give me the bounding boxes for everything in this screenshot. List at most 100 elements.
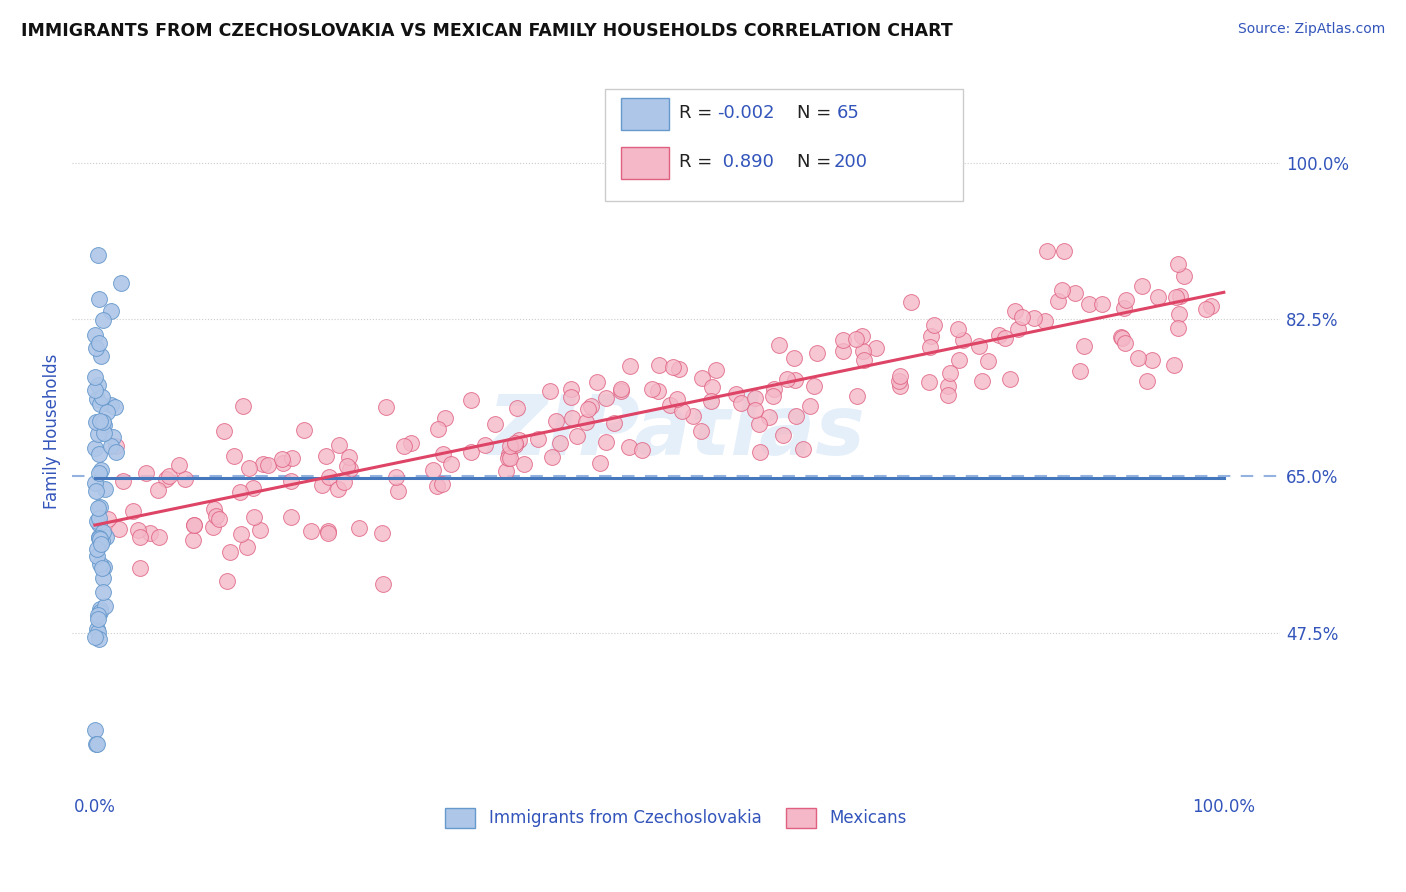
Point xyxy=(665,392,688,407)
Point xyxy=(1170,289,1192,303)
Point xyxy=(229,526,252,541)
Point xyxy=(217,574,239,589)
Point xyxy=(1000,372,1022,386)
Point xyxy=(90,463,112,477)
Point xyxy=(127,524,149,538)
Point xyxy=(97,512,120,526)
Point xyxy=(699,394,721,409)
Text: 0.890: 0.890 xyxy=(717,153,773,171)
Point xyxy=(505,436,527,450)
Point xyxy=(1077,297,1099,311)
Point xyxy=(946,322,969,336)
Point xyxy=(690,424,713,438)
Point xyxy=(852,353,875,368)
Point xyxy=(236,541,259,555)
Point xyxy=(783,351,806,365)
Point xyxy=(748,417,770,431)
Point xyxy=(1035,244,1057,259)
Point xyxy=(474,438,496,452)
Point xyxy=(399,435,422,450)
Point xyxy=(900,295,922,310)
Point xyxy=(920,328,942,343)
Text: -0.002: -0.002 xyxy=(717,104,775,122)
Point xyxy=(887,374,910,388)
Point xyxy=(527,432,550,446)
Point xyxy=(108,522,131,536)
Point xyxy=(90,561,112,575)
Point xyxy=(748,444,770,458)
Point xyxy=(281,451,304,466)
Point xyxy=(89,557,111,571)
Point xyxy=(86,542,108,557)
Point xyxy=(100,398,122,412)
Point xyxy=(89,414,111,428)
Point xyxy=(129,560,152,574)
Point xyxy=(806,346,828,360)
Point xyxy=(214,424,236,438)
Point xyxy=(1069,364,1091,378)
Point xyxy=(1050,283,1073,297)
Text: R =: R = xyxy=(679,104,718,122)
Point xyxy=(1033,314,1056,328)
Point xyxy=(201,520,224,534)
Point xyxy=(229,485,252,500)
Point xyxy=(337,450,360,465)
Point xyxy=(387,483,409,498)
Point xyxy=(202,501,225,516)
Point xyxy=(603,417,626,431)
Point xyxy=(845,332,868,346)
Point xyxy=(371,576,394,591)
Point xyxy=(484,417,506,431)
Point xyxy=(207,511,229,525)
Point xyxy=(988,327,1011,342)
Point xyxy=(89,530,111,544)
Point xyxy=(1114,336,1136,351)
Point xyxy=(385,470,408,484)
Point xyxy=(575,415,598,429)
Point xyxy=(146,483,169,497)
Text: 200: 200 xyxy=(834,153,868,171)
Point xyxy=(104,400,127,414)
Point xyxy=(222,449,245,463)
Point xyxy=(270,451,292,466)
Point xyxy=(948,352,970,367)
Point xyxy=(700,380,723,394)
Point xyxy=(256,458,278,472)
Point xyxy=(87,501,110,516)
Text: IMMIGRANTS FROM CZECHOSLOVAKIA VS MEXICAN FAMILY HOUSEHOLDS CORRELATION CHART: IMMIGRANTS FROM CZECHOSLOVAKIA VS MEXICA… xyxy=(21,22,953,40)
Point xyxy=(100,439,122,453)
Point xyxy=(84,383,107,397)
Point xyxy=(1173,268,1195,283)
Point xyxy=(87,624,110,639)
Point xyxy=(460,392,482,407)
Point xyxy=(831,333,853,347)
Point xyxy=(1004,304,1026,318)
Point xyxy=(93,599,115,614)
Point xyxy=(610,383,633,397)
Point xyxy=(1167,320,1189,334)
Point xyxy=(541,450,564,464)
Point xyxy=(94,482,117,496)
Point xyxy=(232,399,254,413)
Point xyxy=(91,584,114,599)
Point xyxy=(392,439,415,453)
Point xyxy=(111,474,134,488)
Point xyxy=(205,509,228,524)
Point xyxy=(619,359,641,373)
Point xyxy=(104,445,127,459)
Point xyxy=(181,533,204,548)
Point xyxy=(89,500,111,515)
Point xyxy=(785,374,807,388)
Point xyxy=(496,450,519,465)
Point xyxy=(86,738,108,752)
Point xyxy=(110,276,132,290)
Point xyxy=(690,371,713,385)
Point xyxy=(659,398,682,412)
Point xyxy=(299,524,322,538)
Point xyxy=(93,524,115,539)
Point xyxy=(560,382,582,396)
Point xyxy=(785,409,807,423)
Point xyxy=(631,442,654,457)
Point xyxy=(1064,285,1087,300)
Point xyxy=(333,475,356,489)
